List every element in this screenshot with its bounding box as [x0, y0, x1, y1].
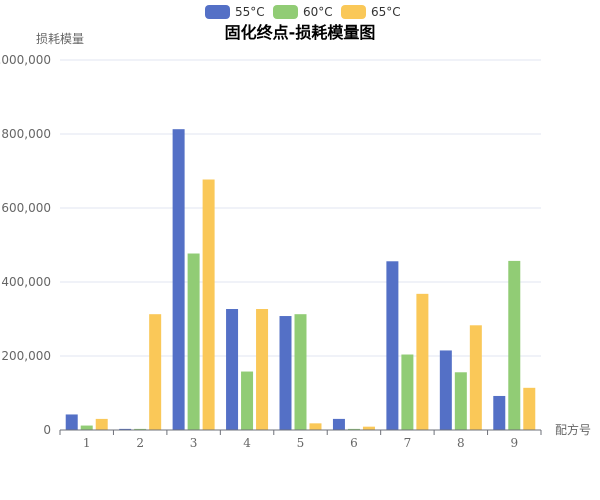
bar[interactable]: [439, 350, 452, 430]
bar[interactable]: [309, 423, 322, 430]
bar[interactable]: [226, 309, 239, 430]
bar[interactable]: [149, 314, 162, 430]
grid-lines: [60, 59, 541, 357]
legend-label: 65°C: [371, 5, 401, 19]
bar[interactable]: [362, 426, 375, 430]
bar[interactable]: [95, 418, 108, 430]
legend-label: 55°C: [235, 5, 265, 19]
bar[interactable]: [134, 428, 147, 430]
bar[interactable]: [523, 387, 536, 430]
y-axis-ticks: 0 200,000 400,000 600,000 800,000 1,000,000: [0, 53, 51, 437]
bar[interactable]: [347, 428, 360, 430]
x-axis-label: 配方号: [555, 422, 591, 437]
y-tick-label: 800,000: [1, 127, 51, 141]
bar[interactable]: [454, 372, 467, 430]
bar[interactable]: [279, 316, 292, 430]
bar[interactable]: [256, 309, 269, 430]
legend-swatch: [273, 5, 298, 19]
legend-item[interactable]: 65°C: [341, 5, 401, 19]
bar[interactable]: [469, 325, 482, 430]
legend-swatch: [205, 5, 230, 19]
bar[interactable]: [332, 418, 345, 430]
bar[interactable]: [65, 414, 78, 430]
x-tick-label: 9: [510, 436, 518, 450]
bar[interactable]: [241, 371, 254, 430]
x-tick-label: 1: [83, 436, 91, 450]
y-tick-label: 1,000,000: [0, 53, 51, 67]
x-tick-label: 4: [243, 436, 251, 450]
bars[interactable]: [65, 129, 536, 430]
x-tick-label: 3: [190, 436, 198, 450]
legend-label: 60°C: [303, 5, 333, 19]
bar[interactable]: [508, 260, 521, 430]
y-axis-label: 损耗模量: [36, 32, 84, 46]
bar[interactable]: [202, 179, 215, 430]
y-tick-label: 600,000: [1, 201, 51, 215]
chart-title: 固化终点-损耗模量图: [225, 23, 376, 42]
legend-item[interactable]: 60°C: [273, 5, 333, 19]
bar[interactable]: [401, 354, 414, 430]
x-tick-label: 2: [136, 436, 144, 450]
y-tick-label: 200,000: [1, 349, 51, 363]
x-axis: 1 2 3 4 5 6 7 8 9: [59, 429, 542, 450]
y-tick-label: 400,000: [1, 275, 51, 289]
bar[interactable]: [119, 428, 132, 430]
x-tick-label: 7: [404, 436, 412, 450]
y-tick-label: 0: [43, 423, 51, 437]
bar[interactable]: [187, 253, 200, 430]
bar[interactable]: [386, 261, 399, 430]
legend-item[interactable]: 55°C: [205, 5, 265, 19]
x-tick-label: 8: [457, 436, 465, 450]
bar[interactable]: [416, 293, 429, 430]
bar[interactable]: [294, 314, 307, 430]
bar[interactable]: [172, 129, 185, 430]
legend[interactable]: 55°C 60°C 65°C: [205, 5, 401, 19]
bar[interactable]: [493, 395, 506, 430]
legend-swatch: [341, 5, 366, 19]
bar[interactable]: [80, 425, 93, 430]
x-tick-label: 6: [350, 436, 358, 450]
x-tick-label: 5: [297, 436, 305, 450]
